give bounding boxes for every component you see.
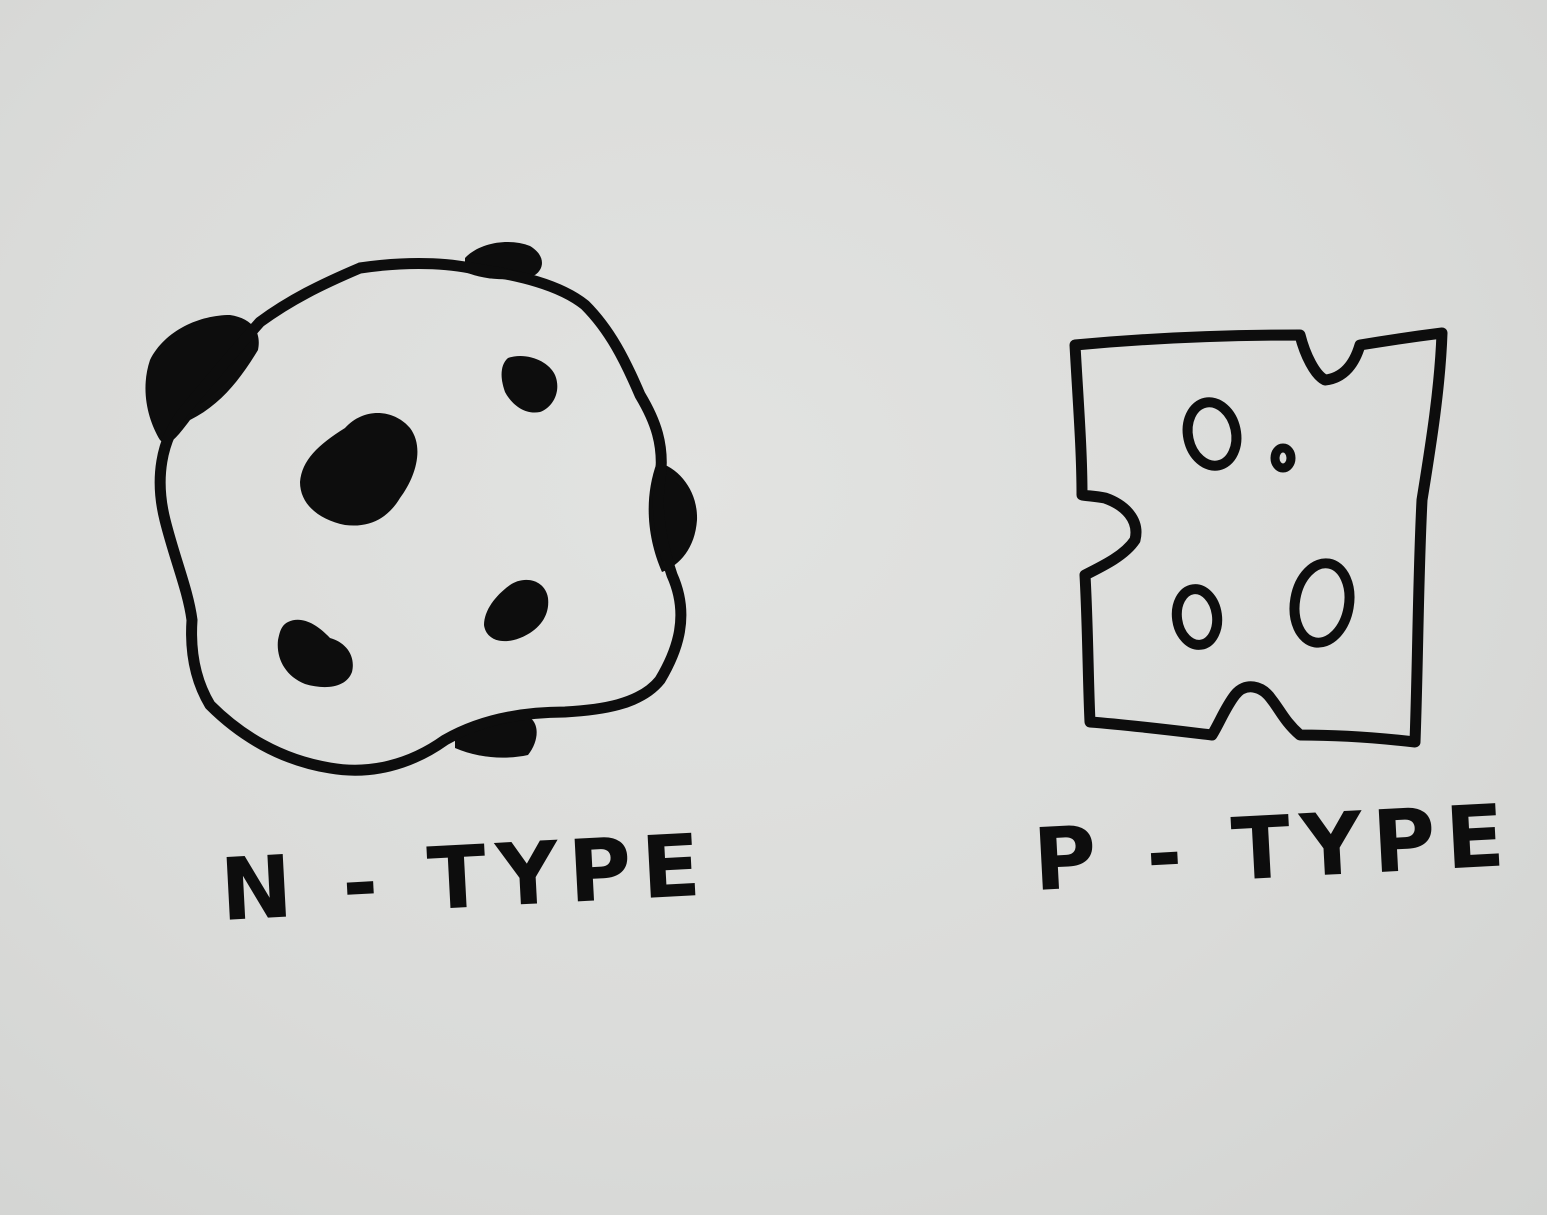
p-type-hole — [1182, 397, 1242, 471]
n-type-figure — [145, 242, 698, 776]
p-type-figure — [1069, 327, 1448, 748]
n-type-spot-large — [300, 412, 418, 526]
n-type-label: N - TYPE — [218, 815, 713, 941]
n-type-spot — [484, 579, 549, 642]
p-type-hole — [1289, 558, 1355, 648]
n-type-spot — [501, 355, 558, 413]
p-type-hole — [1171, 584, 1223, 650]
p-type-outline — [1069, 327, 1448, 748]
p-type-hole-small — [1270, 443, 1296, 473]
n-type-spot — [277, 619, 353, 688]
n-type-outline — [154, 258, 687, 776]
n-type-edge-bump — [145, 315, 259, 444]
p-type-label: P - TYPE — [1031, 786, 1517, 911]
